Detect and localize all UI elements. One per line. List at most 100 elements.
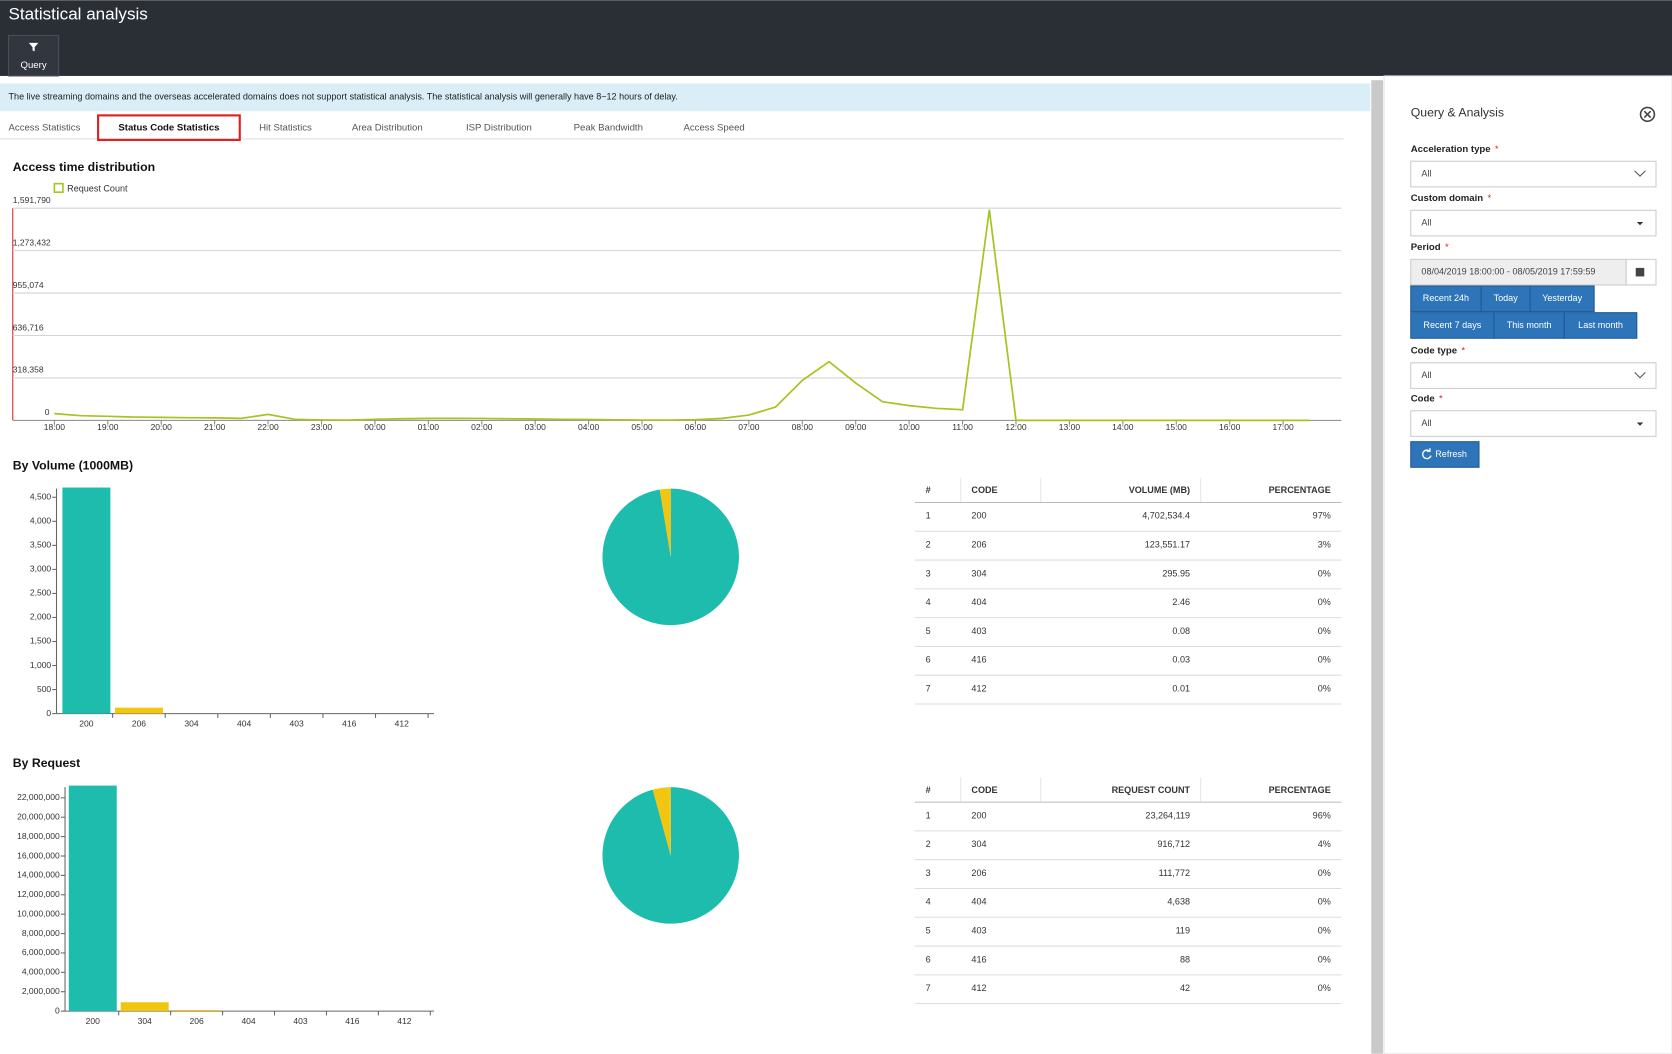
notice-bar [0,83,1371,112]
table-cell: 3 [926,868,931,878]
tab[interactable]: Access Statistics [9,123,81,134]
table-cell: 3 [926,568,931,578]
query-button[interactable] [7,34,60,77]
field-box[interactable] [1410,362,1657,389]
section-title: By Volume (1000MB) [13,458,133,472]
chart-title: Access time distribution [13,160,155,174]
y-tick-label: 3,500 [30,540,52,550]
quick-range-button[interactable] [1529,285,1595,313]
field-value[interactable]: 08/04/2019 18:00:00 - 08/05/2019 17:59:5… [1421,267,1595,277]
pie-slice[interactable] [602,488,739,626]
tab[interactable]: Area Distribution [352,123,423,134]
table-cell: 404 [971,597,986,607]
field-box[interactable] [1410,410,1657,437]
legend-label: Request Count [67,183,128,193]
table-cell: 2 [926,540,931,550]
y-tick-label: 0 [45,407,50,417]
field-label: Period [1411,242,1441,253]
x-tick-label: 21:00 [204,422,226,432]
quick-range-label[interactable]: Recent 24h [1423,293,1469,303]
y-tick-label: 0 [55,1005,60,1015]
field-value[interactable]: All [1421,217,1431,227]
field-value[interactable]: All [1421,168,1431,178]
field-value[interactable]: All [1421,370,1431,380]
table-cell: 295.95 [1162,568,1190,578]
bar[interactable] [172,1010,221,1012]
close-cross [1643,110,1652,119]
table-cell: 404 [971,897,986,907]
table-cell: 0.03 [1172,655,1190,665]
quick-range-button[interactable] [1410,285,1482,313]
x-tick-label: 404 [241,1016,255,1026]
x-tick-label: 412 [395,719,409,729]
y-tick-label: 1,591,790 [13,195,51,205]
y-tick-label: 4,000 [30,516,52,526]
table-cell: 4 [926,597,931,607]
required-mark: * [1445,242,1449,253]
x-tick-label: 412 [397,1016,411,1026]
quick-range-button[interactable] [1480,285,1531,313]
quick-range-button[interactable] [1563,312,1638,339]
y-tick-label: 20,000,000 [17,811,60,821]
page-title: Statistical analysis [9,5,148,24]
refresh-label[interactable]: Refresh [1435,449,1467,459]
table-cell: 4% [1318,839,1331,849]
table-cell: 0% [1318,954,1331,964]
y-tick-label: 2,500 [30,588,52,598]
refresh-icon [1422,448,1432,460]
quick-range-label[interactable]: Today [1494,293,1519,303]
x-tick-label: 20:00 [151,422,173,432]
field-value[interactable]: All [1421,418,1431,428]
bar[interactable] [114,707,163,714]
x-tick-label: 10:00 [898,422,920,432]
table-cell: 416 [971,655,986,665]
field-box[interactable] [1410,209,1657,237]
bar[interactable] [62,487,111,714]
quick-range-button[interactable] [1410,312,1495,339]
sidebar [1383,75,1672,1054]
x-tick-label: 08:00 [792,422,814,432]
quick-range-label[interactable]: Last month [1578,320,1623,330]
table-cell: 23,264,119 [1145,810,1190,820]
required-mark: * [1488,193,1492,204]
y-tick-label: 8,000,000 [22,928,60,938]
x-tick-label: 00:00 [364,422,386,432]
field-box[interactable] [1410,258,1627,286]
scrollbar[interactable] [1371,80,1384,1054]
pie-slice[interactable] [659,488,671,557]
series-line [54,209,1310,422]
section-title: By Request [13,756,80,770]
pie-slice[interactable] [602,787,739,924]
bar[interactable] [68,785,117,1012]
query-label[interactable]: Query [21,60,47,71]
tab[interactable]: Peak Bandwidth [574,123,643,134]
x-tick-label: 416 [345,1016,359,1026]
table-cell: 3% [1318,540,1331,550]
close-icon[interactable] [1639,106,1656,123]
pie-slice[interactable] [668,787,671,856]
y-tick-label: 4,000,000 [22,967,60,977]
pie-slice[interactable] [652,787,671,856]
table-cell: 403 [971,626,986,636]
x-tick-label: 06:00 [685,422,707,432]
tab[interactable]: ISP Distribution [466,123,532,134]
table-cell: 916,712 [1157,839,1190,849]
quick-range-label[interactable]: Yesterday [1542,293,1582,303]
quick-range-label[interactable]: Recent 7 days [1423,320,1481,330]
x-tick-label: 17:00 [1272,422,1294,432]
x-tick-label: 12:00 [1005,422,1027,432]
quick-range-button[interactable] [1493,312,1565,339]
tab[interactable]: Access Speed [684,123,745,134]
tab[interactable]: Status Code Statistics [118,123,219,134]
tab[interactable]: Hit Statistics [259,123,312,134]
x-tick-label: 15:00 [1166,422,1188,432]
bar[interactable] [120,1002,169,1012]
calendar-icon [1635,267,1645,277]
field-box[interactable] [1410,160,1657,188]
field-label: Acceleration type [1411,144,1491,155]
filter-icon [28,42,39,52]
field-label: Code [1411,394,1435,405]
x-tick-label: 23:00 [311,422,333,432]
table-cell: 4 [926,897,931,907]
quick-range-label[interactable]: This month [1507,320,1552,330]
